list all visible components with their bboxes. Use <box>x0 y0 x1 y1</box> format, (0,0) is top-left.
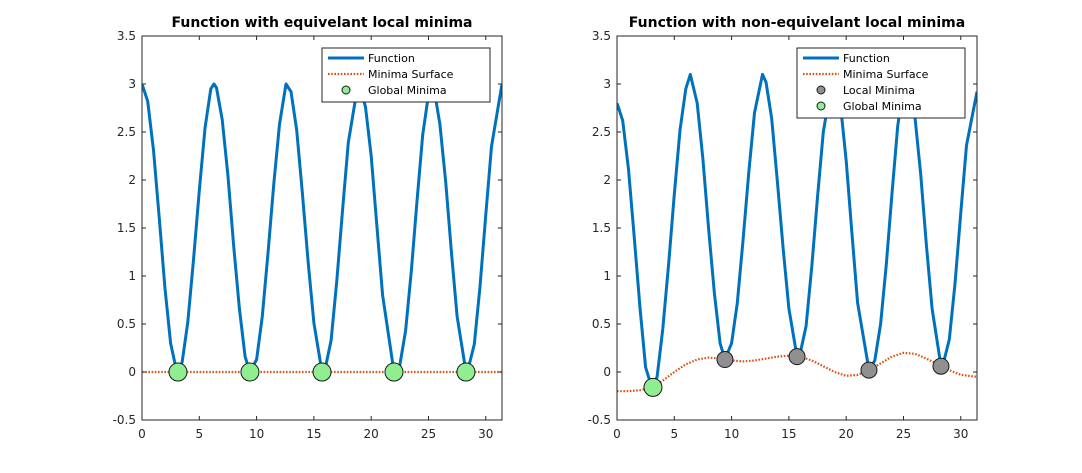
chart-right-ytick-label: 3 <box>603 77 611 91</box>
chart-left-legend-swatch-global-minima <box>341 85 351 95</box>
chart-left-ytick-label: 3.5 <box>117 29 136 43</box>
chart-right-legend-swatch-global-minima <box>816 101 826 111</box>
chart-right-ytick-label: 0 <box>603 365 611 379</box>
chart-left-ytick-label: 2 <box>128 173 136 187</box>
chart-left-xtick-label: 25 <box>421 427 436 441</box>
chart-right-xtick-label: 10 <box>724 427 739 441</box>
chart-left-point-global-minima <box>168 362 188 382</box>
chart-right-legend-swatch-local-minima <box>816 85 826 95</box>
chart-left-ytick-label: 1.5 <box>117 221 136 235</box>
chart-right-ytick-label: -0.5 <box>588 413 611 427</box>
chart-left-point-global-minima <box>312 362 332 382</box>
chart-left-xtick-label: 30 <box>478 427 493 441</box>
chart-right-xtick-label: 0 <box>613 427 621 441</box>
chart-right-point-local-minima <box>788 348 806 366</box>
chart-right-point-local-minima <box>716 351 734 369</box>
chart-left-legend-label-minima-surface: Minima Surface <box>368 68 454 81</box>
chart-right-legend-label-function: Function <box>843 52 890 65</box>
chart-left-series-function <box>142 82 502 374</box>
chart-left-legend-label-global-minima: Global Minima <box>368 84 447 97</box>
chart-left-title: Function with equivelant local minima <box>171 15 472 31</box>
chart-left-xtick-label: 10 <box>249 427 264 441</box>
chart-left-ytick-label: 0 <box>128 365 136 379</box>
chart-left-legend: Function Minima Surface Global Minima <box>321 47 491 103</box>
chart-left-xtick-label: 0 <box>138 427 146 441</box>
chart-left-legend-label-function: Function <box>368 52 415 65</box>
chart-right-ytick-label: 3.5 <box>592 29 611 43</box>
chart-right-ytick-label: 1.5 <box>592 221 611 235</box>
chart-right-xtick-label: 20 <box>839 427 854 441</box>
chart-right: Function with non-equivelant local minim… <box>588 15 978 441</box>
chart-right-ytick-label: 2 <box>603 173 611 187</box>
chart-left-ytick-label: 2.5 <box>117 125 136 139</box>
chart-left-xtick-label: 15 <box>306 427 321 441</box>
chart-left-point-global-minima <box>240 362 260 382</box>
chart-right-legend-label-global-minima: Global Minima <box>843 100 922 113</box>
chart-right-legend-label-local-minima: Local Minima <box>843 84 915 97</box>
chart-right-xtick-label: 5 <box>670 427 678 441</box>
chart-right-point-local-minima <box>860 361 878 379</box>
chart-left-point-global-minima <box>384 362 404 382</box>
chart-left-ytick-label: 0.5 <box>117 317 136 331</box>
chart-right-point-local-minima <box>932 357 950 375</box>
chart-left-point-global-minima <box>456 362 476 382</box>
chart-left-xtick-label: 5 <box>195 427 203 441</box>
chart-right-xtick-label: 15 <box>781 427 796 441</box>
chart-right-point-global-minima <box>643 377 663 397</box>
chart-right-xtick-label: 30 <box>953 427 968 441</box>
chart-right-xtick-label: 25 <box>896 427 911 441</box>
chart-right-title: Function with non-equivelant local minim… <box>629 15 965 31</box>
chart-left-ytick-label: 1 <box>128 269 136 283</box>
chart-left-xtick-label: 20 <box>364 427 379 441</box>
chart-left-axes-box <box>141 35 503 421</box>
chart-right-ytick-label: 0.5 <box>592 317 611 331</box>
chart-right-legend-label-minima-surface: Minima Surface <box>843 68 929 81</box>
chart-left-ytick-label: 3 <box>128 77 136 91</box>
chart-right-axes-box <box>616 35 978 421</box>
chart-right-ytick-label: 2.5 <box>592 125 611 139</box>
chart-left-ytick-label: -0.5 <box>113 413 136 427</box>
chart-left: Function with equivelant local minima 0 5… <box>113 15 503 441</box>
chart-right-legend: Function Minima Surface Local Minima Global… <box>796 47 966 119</box>
chart-right-ytick-label: 1 <box>603 269 611 283</box>
